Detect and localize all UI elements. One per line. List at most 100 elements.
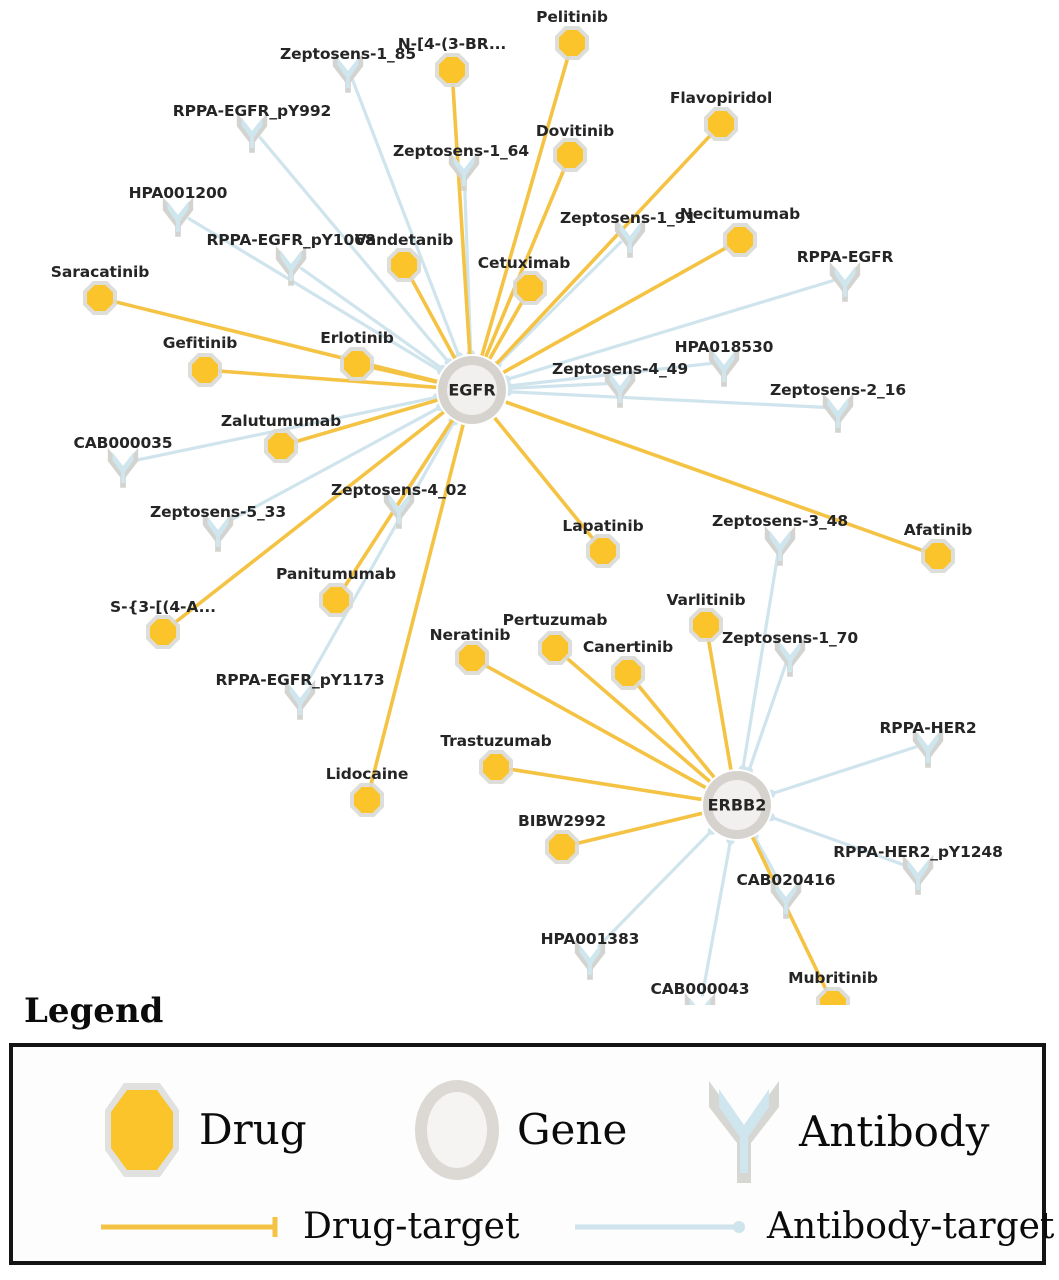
drug-octagon-icon xyxy=(517,275,543,301)
drug-target-edge xyxy=(368,421,466,788)
antibody-node[interactable] xyxy=(684,992,716,1005)
antibody-node[interactable] xyxy=(236,112,268,153)
antibody-core xyxy=(388,493,410,524)
drug-node[interactable] xyxy=(319,583,353,617)
drug-node[interactable] xyxy=(387,248,421,282)
legend-drug-edge-label: Drug-target xyxy=(303,1206,520,1247)
antibody-node[interactable] xyxy=(604,367,636,408)
antibody-node[interactable] xyxy=(774,636,806,677)
antibody-node[interactable] xyxy=(275,245,307,286)
antibody-core xyxy=(289,684,311,715)
antibody-target-edge xyxy=(741,552,780,772)
drug-node[interactable] xyxy=(350,783,384,817)
antibody-node[interactable] xyxy=(829,261,861,302)
drug-target-edge xyxy=(564,655,714,785)
drug-node[interactable] xyxy=(545,830,579,864)
drug-node[interactable] xyxy=(816,987,850,1005)
drug-node[interactable] xyxy=(555,26,589,60)
drug-target-edge xyxy=(483,167,567,361)
drug-target-edge xyxy=(479,55,570,360)
drug-octagon-icon xyxy=(344,351,370,377)
drug-node[interactable] xyxy=(611,656,645,690)
antibody-target-edge xyxy=(304,419,456,686)
gene-node-erbb2[interactable] xyxy=(701,769,773,841)
antibody-node[interactable] xyxy=(202,511,234,552)
antibody-core xyxy=(241,117,263,148)
antibody-core xyxy=(579,944,601,975)
antibody-node[interactable] xyxy=(107,447,139,488)
legend-title: Legend xyxy=(24,991,164,1031)
antibody-target-edge xyxy=(597,829,714,948)
antibody-core xyxy=(619,222,641,253)
antibody-core xyxy=(689,997,711,1005)
drug-node[interactable] xyxy=(146,615,180,649)
drug-node[interactable] xyxy=(83,281,117,315)
drug-target-edge xyxy=(487,299,525,363)
antibody-node[interactable] xyxy=(448,150,480,191)
antibody-core xyxy=(775,883,797,914)
antibody-core xyxy=(834,266,856,297)
drug-node[interactable] xyxy=(188,353,222,387)
drug-node[interactable] xyxy=(689,608,723,642)
drug-node[interactable] xyxy=(455,641,489,675)
drug-node[interactable] xyxy=(723,223,757,257)
antibody-node[interactable] xyxy=(770,878,802,919)
drug-octagon-icon xyxy=(590,538,616,564)
drug-octagon-icon xyxy=(323,587,349,613)
antibody-core xyxy=(907,859,929,890)
gene-node-egfr[interactable] xyxy=(436,354,508,426)
drug-node[interactable] xyxy=(586,534,620,568)
antibody-node[interactable] xyxy=(162,196,194,237)
edges-layer xyxy=(112,55,926,997)
gene-node-label: EGFR xyxy=(448,380,496,400)
antibody-node[interactable] xyxy=(902,854,934,895)
gene-node-label: ERBB2 xyxy=(707,795,767,815)
antibody-core xyxy=(453,155,475,186)
drug-octagon-icon xyxy=(192,357,218,383)
drug-target-edge xyxy=(451,83,472,358)
antibody-core xyxy=(917,732,939,763)
antibody-target-edge xyxy=(351,78,461,359)
antibody-core xyxy=(713,351,735,382)
drug-octagon-icon xyxy=(459,645,485,671)
drug-target-edge xyxy=(483,663,710,791)
legend-node-gene: Gene xyxy=(411,1077,627,1183)
drug-node[interactable] xyxy=(264,429,298,463)
antibody-node[interactable] xyxy=(332,52,364,93)
drug-target-edge xyxy=(409,276,458,362)
antibody-target-edge xyxy=(134,395,439,462)
drug-edge-icon xyxy=(101,1217,278,1237)
gene-inner xyxy=(712,780,762,830)
antibody-node[interactable] xyxy=(614,217,646,258)
antibody-node[interactable] xyxy=(912,727,944,768)
antibody-node[interactable] xyxy=(822,392,854,433)
legend-antibody-edge-label: Antibody-target xyxy=(767,1206,1055,1247)
drug-octagon-icon xyxy=(693,612,719,638)
antibody-target-edge xyxy=(747,662,788,773)
antibody-target-edge xyxy=(506,382,609,390)
drug-node[interactable] xyxy=(553,138,587,172)
drug-target-edge xyxy=(706,637,734,774)
drug-node[interactable] xyxy=(435,53,469,87)
drug-node[interactable] xyxy=(704,107,738,141)
antibody-target-edge xyxy=(769,745,918,796)
drug-target-edge xyxy=(173,409,448,625)
drug-node[interactable] xyxy=(479,750,513,784)
drug-node[interactable] xyxy=(921,539,955,573)
drug-node[interactable] xyxy=(538,631,572,665)
drug-node[interactable] xyxy=(513,271,547,305)
antibody-core xyxy=(112,452,134,483)
antibody-node[interactable] xyxy=(764,525,796,566)
legend-node-drug: Drug xyxy=(99,1077,307,1183)
antibody-node[interactable] xyxy=(574,939,606,980)
drug-octagon-icon xyxy=(557,142,583,168)
drug-node[interactable] xyxy=(340,347,374,381)
drug-octagon-icon xyxy=(439,57,465,83)
antibody-node[interactable] xyxy=(708,346,740,387)
drug-target-edge xyxy=(342,416,456,590)
antibody-node[interactable] xyxy=(383,488,415,529)
antibody-target-edge xyxy=(187,217,443,373)
antibody-node[interactable] xyxy=(284,679,316,720)
gene-ring-icon xyxy=(415,1080,499,1180)
antibody-target-edge xyxy=(504,279,835,382)
